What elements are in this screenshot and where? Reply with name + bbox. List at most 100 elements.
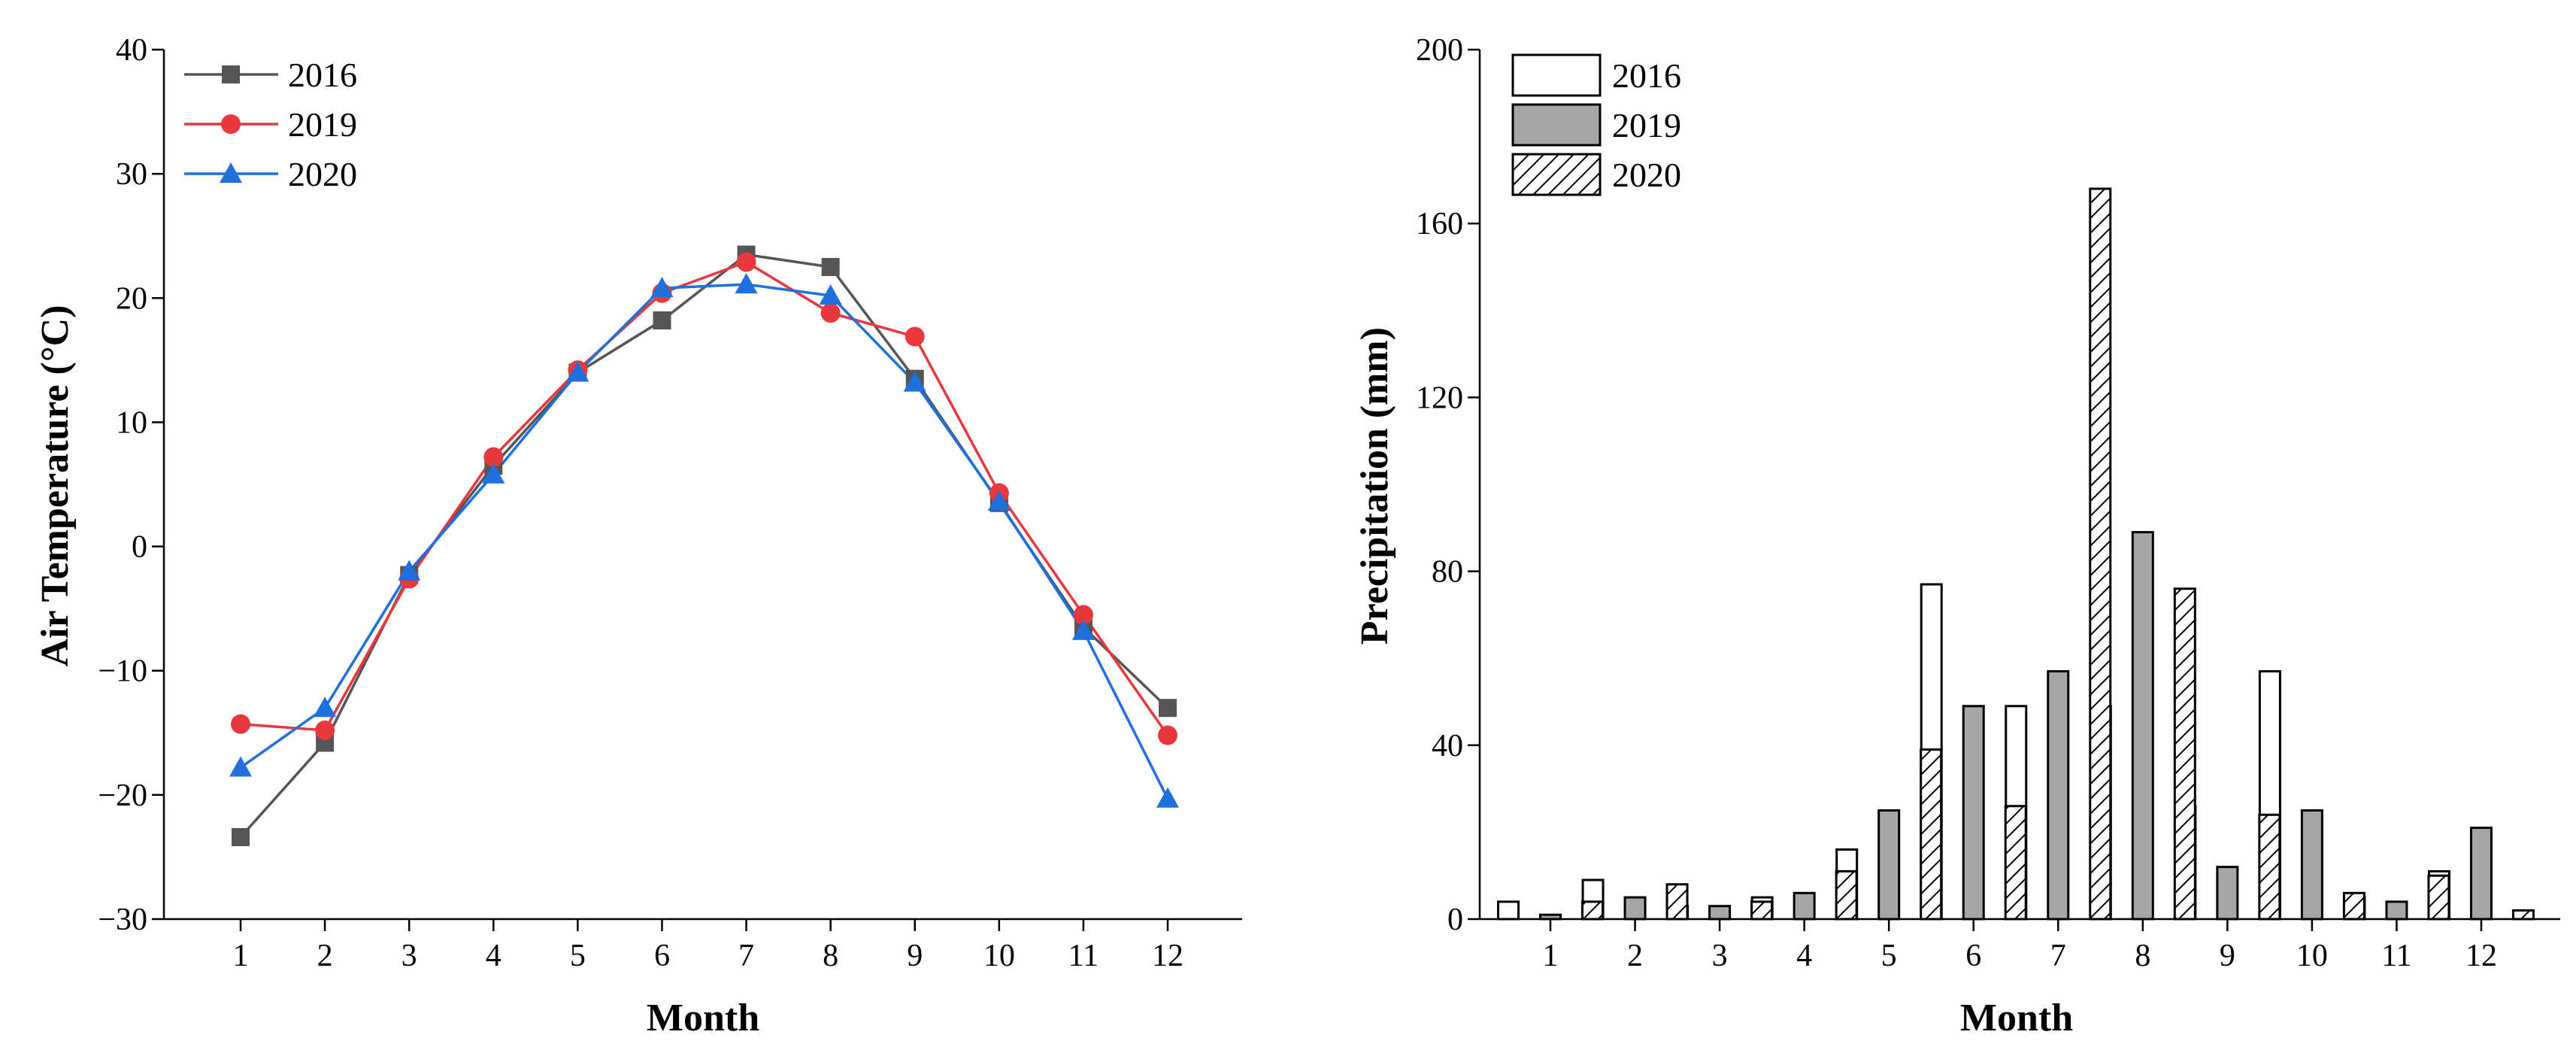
temperature-point-2020 — [903, 371, 926, 392]
precipitation-bar-2020 — [2342, 891, 2365, 921]
precipitation-bars — [1497, 187, 2535, 921]
temperature-point-2020 — [987, 490, 1011, 511]
temperature-point-2016 — [232, 828, 250, 847]
precipitation-bar-2019 — [1962, 705, 1985, 921]
precipitation-bar-2020 — [2258, 813, 2281, 921]
temperature-point-2020 — [1071, 619, 1095, 640]
temperature-x-tick-label: 11 — [1068, 939, 1099, 973]
temperature-y-tick-label: −10 — [98, 654, 147, 689]
precipitation-x-axis-title: Month — [1960, 997, 2073, 1039]
precipitation-legend-label: 2020 — [1612, 156, 1681, 194]
precipitation-legend: 2016 2019 2020 — [1511, 53, 1681, 196]
temperature-y-tick-label: 30 — [116, 157, 147, 192]
precipitation-x-tick-label: 9 — [2220, 939, 2235, 973]
precipitation-y-axis-title: Precipitation (mm) — [1353, 327, 1396, 645]
precipitation-bar-2020 — [2089, 187, 2112, 921]
temperature-point-2016 — [1159, 699, 1177, 718]
precipitation-bar-2020 — [1581, 900, 1604, 921]
temperature-x-tick-label: 3 — [402, 939, 417, 973]
precipitation-y-tick-label: 200 — [1416, 33, 1463, 68]
precipitation-legend-swatch-2019 — [1511, 103, 1602, 147]
temperature-legend: 2016 2019 2020 — [184, 56, 357, 193]
precipitation-x-tick-label: 10 — [2296, 939, 2328, 973]
temperature-y-axis-title: Air Temperature (°C) — [34, 305, 77, 666]
temperature-point-2016 — [653, 311, 671, 330]
precipitation-bar-2019 — [1623, 896, 1647, 921]
temperature-x-tick-label: 4 — [486, 939, 502, 973]
temperature-x-tick-label: 8 — [823, 939, 838, 973]
temperature-x-tick-label: 9 — [907, 939, 923, 973]
precipitation-x-tick-label: 6 — [1965, 939, 1981, 973]
temperature-legend-label: 2016 — [288, 56, 357, 94]
temperature-x-tick-label: 10 — [983, 939, 1015, 973]
precipitation-x-tick-label: 12 — [2465, 939, 2497, 973]
precipitation-x-tick-label: 4 — [1796, 939, 1812, 973]
precipitation-x-tick-label: 3 — [1712, 939, 1728, 973]
precipitation-legend-swatch-2020 — [1511, 153, 1602, 196]
temperature-x-tick-label: 1 — [233, 939, 249, 973]
temperature-point-2020 — [314, 696, 337, 718]
precipitation-bar-2020 — [1835, 869, 1858, 921]
precipitation-bar-2019 — [1793, 891, 1816, 921]
temperature-y-tick-label: 10 — [116, 405, 147, 440]
temperature-x-tick-label: 2 — [317, 939, 333, 973]
precipitation-bar-2019 — [2300, 809, 2323, 921]
precipitation-legend-swatch-2016 — [1511, 53, 1602, 97]
precipitation-y-tick-label: 120 — [1416, 381, 1463, 415]
precipitation-bar-2020 — [2004, 805, 2027, 921]
precipitation-x-tick-label: 5 — [1881, 939, 1897, 973]
precipitation-bar-2020 — [1750, 900, 1774, 921]
precipitation-bar-2016 — [1497, 900, 1520, 921]
precipitation-y-tick-label: 0 — [1447, 903, 1463, 937]
temperature-legend-label: 2019 — [288, 105, 357, 144]
precipitation-bar-2020 — [2173, 587, 2196, 921]
temperature-y-tick-label: 0 — [132, 530, 147, 565]
temperature-point-2020 — [735, 273, 758, 294]
temperature-y-tick-label: −20 — [98, 778, 147, 813]
precipitation-x-tick-label: 8 — [2135, 939, 2150, 973]
temperature-x-axis-title: Month — [647, 997, 759, 1039]
temperature-point-2019 — [483, 447, 504, 467]
temperature-point-2019 — [1073, 605, 1093, 625]
precipitation-bar-2019 — [2470, 827, 2493, 921]
precipitation-legend-label: 2019 — [1612, 106, 1681, 144]
precipitation-bar-2019 — [1708, 905, 1732, 921]
temperature-legend-marker-2016 — [222, 65, 240, 83]
precipitation-bar-2020 — [1920, 748, 1943, 921]
temperature-point-2020 — [650, 277, 674, 298]
temperature-x-tick-label: 12 — [1152, 939, 1183, 973]
temperature-point-2020 — [1156, 787, 1179, 808]
precipitation-bar-2019 — [1539, 913, 1562, 921]
precipitation-bar-2019 — [2047, 670, 2070, 921]
precipitation-bar-2019 — [2131, 531, 2154, 921]
temperature-legend-marker-2019 — [221, 114, 241, 134]
precipitation-legend-label: 2016 — [1612, 56, 1681, 95]
temperature-point-2019 — [315, 720, 335, 740]
temperature-point-2019 — [736, 252, 756, 272]
temperature-point-2019 — [1158, 725, 1177, 745]
temperature-legend-marker-2020 — [220, 162, 242, 183]
temperature-point-2020 — [398, 560, 421, 581]
temperature-markers — [229, 245, 1179, 847]
precipitation-y-tick-label: 160 — [1416, 207, 1463, 241]
precipitation-bar-2019 — [2216, 866, 2239, 921]
temperature-y-tick-label: 40 — [116, 33, 147, 68]
temperature-point-2019 — [820, 303, 841, 323]
temperature-lines — [239, 253, 1169, 839]
temperature-point-2016 — [821, 258, 840, 276]
temperature-x-tick-label: 7 — [738, 939, 754, 973]
temperature-y-tick-label: −30 — [98, 903, 147, 937]
temperature-point-2020 — [566, 361, 589, 382]
precipitation-y-tick-label: 40 — [1432, 729, 1463, 763]
precipitation-bar-2020 — [2512, 909, 2535, 921]
temperature-point-2020 — [482, 463, 505, 484]
precipitation-bar-2019 — [1877, 809, 1901, 921]
temperature-point-2020 — [819, 284, 842, 305]
precipitation-bar-2019 — [2385, 900, 2408, 921]
temperature-point-2019 — [231, 714, 250, 734]
temperature-x-tick-label: 5 — [570, 939, 586, 973]
precipitation-bar-2020 — [2427, 874, 2450, 921]
